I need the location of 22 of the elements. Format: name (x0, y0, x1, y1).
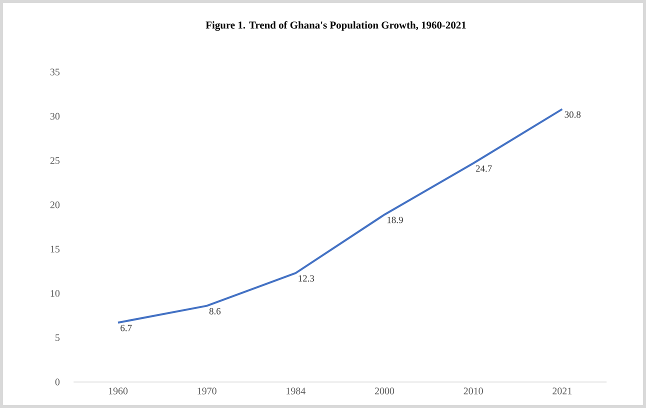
y-tick-label: 15 (50, 246, 60, 252)
y-tick-label: 30 (50, 112, 60, 120)
chart-title: Figure 1. Trend of Ghana's Population Growth, 1960-2021 (206, 21, 466, 31)
data-label: 24.7 (476, 165, 492, 172)
y-tick-label: 10 (50, 290, 60, 297)
x-tick-label: 2021 (552, 388, 572, 394)
line-series (117, 108, 564, 324)
y-tick-label: 20 (50, 201, 60, 208)
data-label: 12.3 (298, 275, 314, 282)
x-tick-label: 1984 (286, 388, 306, 394)
data-label: 6.7 (120, 324, 132, 332)
y-tick-label: 35 (50, 68, 60, 76)
x-tick-label: 1970 (198, 388, 216, 394)
y-tick-label: 0 (55, 378, 60, 386)
data-label: 18.9 (388, 216, 403, 224)
x-tick-label: 2000 (374, 388, 394, 394)
y-tick-label: 5 (56, 334, 60, 342)
data-label: 30.8 (564, 111, 581, 118)
data-label: 8.6 (209, 308, 221, 314)
x-tick-label: 2010 (464, 388, 483, 394)
x-tick-label: 1960 (108, 388, 128, 394)
y-tick-label: 25 (50, 157, 60, 164)
